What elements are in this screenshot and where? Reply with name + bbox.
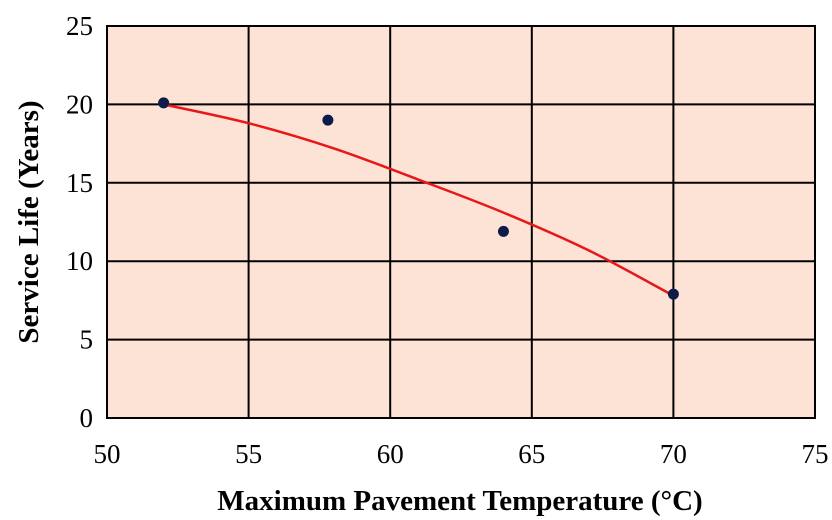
x-axis-title: Maximum Pavement Temperature (°C) xyxy=(217,485,702,517)
x-tick-label: 60 xyxy=(377,439,404,469)
y-tick-label: 25 xyxy=(66,11,93,41)
y-tick-label: 5 xyxy=(80,325,94,355)
x-tick-labels: 50 55 60 65 70 75 xyxy=(94,439,829,469)
y-tick-label: 15 xyxy=(66,168,93,198)
data-point xyxy=(668,289,679,300)
x-tick-label: 70 xyxy=(660,439,687,469)
data-point xyxy=(322,115,333,126)
data-point xyxy=(498,226,509,237)
y-tick-label: 20 xyxy=(66,89,93,119)
x-tick-label: 75 xyxy=(802,439,829,469)
x-tick-label: 55 xyxy=(235,439,262,469)
plot-area xyxy=(107,26,815,418)
y-tick-label: 0 xyxy=(80,403,94,433)
data-point xyxy=(158,97,169,108)
y-tick-labels: 0 5 10 15 20 25 xyxy=(66,11,93,433)
y-axis-title: Service Life (Years) xyxy=(13,100,45,343)
y-tick-label: 10 xyxy=(66,246,93,276)
x-tick-label: 50 xyxy=(94,439,121,469)
x-tick-label: 65 xyxy=(518,439,545,469)
